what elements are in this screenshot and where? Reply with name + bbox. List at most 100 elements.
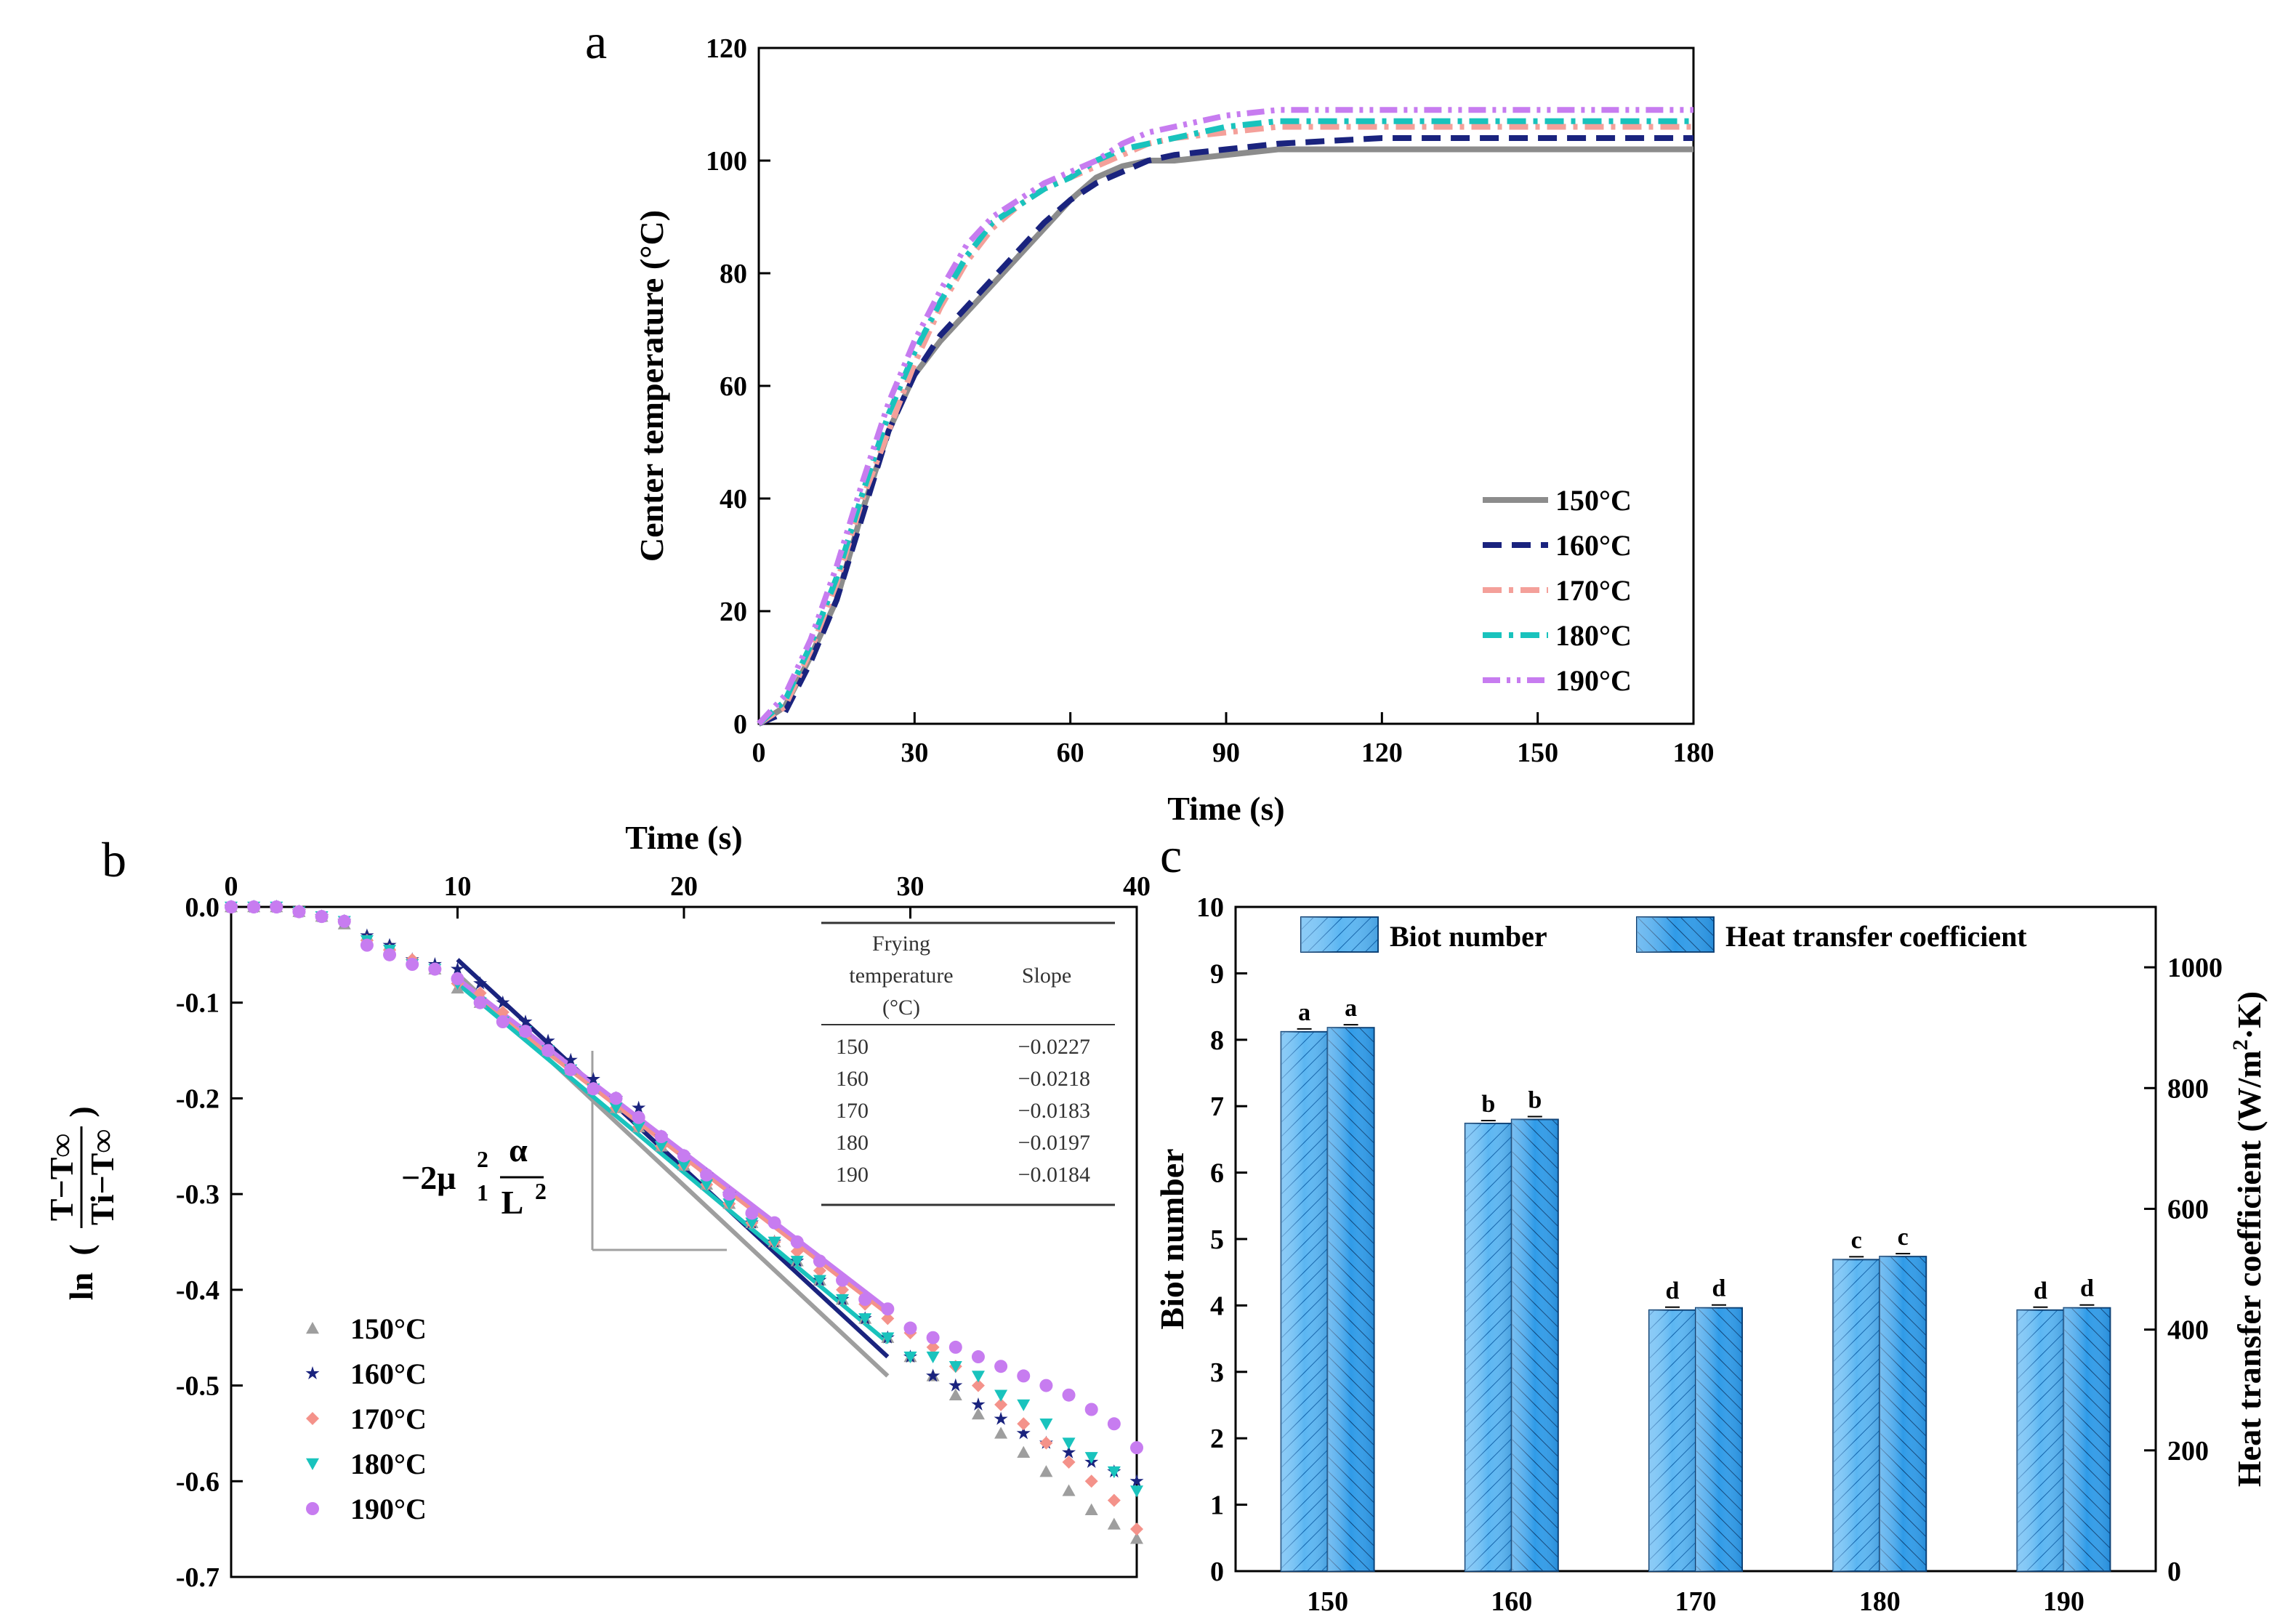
legend-marker-170°C — [306, 1412, 319, 1425]
point-160°C — [971, 1397, 986, 1411]
point-190°C — [722, 1187, 736, 1201]
bar-shade-Heat transfer coefficient — [1880, 1256, 1927, 1571]
point-150°C — [1039, 1465, 1053, 1477]
point-190°C — [473, 996, 487, 1009]
point-170°C — [1062, 1455, 1076, 1469]
point-190°C — [541, 1044, 555, 1057]
series-line-190°C — [757, 107, 1693, 726]
panel-c-ytick-right-label: 1000 — [2167, 953, 2223, 983]
panel-c-label: c — [1160, 828, 1182, 883]
panel-c-ytick-right-label: 0 — [2167, 1557, 2181, 1587]
panel-c-xtick-label: 170 — [1675, 1586, 1717, 1617]
panel-b-ytick-label: -0.1 — [176, 988, 219, 1019]
point-150°C — [1017, 1445, 1031, 1458]
point-190°C — [926, 1331, 940, 1344]
point-190°C — [451, 972, 464, 985]
point-190°C — [1039, 1379, 1053, 1392]
point-190°C — [700, 1168, 714, 1182]
point-160°C — [1129, 1474, 1144, 1488]
table-cell-slope: −0.0227 — [1018, 1035, 1090, 1059]
table-cell-temp: 150 — [836, 1035, 869, 1059]
panel-c-ytick-left-label: 9 — [1210, 959, 1224, 989]
significance-label-Biot number: d — [2034, 1278, 2047, 1304]
point-160°C — [451, 961, 464, 975]
point-190°C — [292, 905, 306, 919]
table-cell-temp: 180 — [836, 1131, 869, 1155]
bar-shade-Heat transfer coefficient — [1696, 1307, 1742, 1571]
point-170°C — [1039, 1436, 1053, 1450]
panel-a-label: a — [585, 14, 607, 69]
point-180°C — [654, 1141, 668, 1153]
bar-shade-Heat transfer coefficient — [2063, 1307, 2111, 1571]
table-cell-slope: −0.0183 — [1018, 1099, 1090, 1123]
point-190°C — [1084, 1403, 1098, 1416]
point-180°C — [632, 1121, 645, 1134]
panel-c-xtick-label: 150 — [1307, 1586, 1348, 1617]
panel-c-ylabel-right: Heat transfer coefficient (W/m2·K) — [2228, 991, 2268, 1487]
point-180°C — [813, 1275, 826, 1287]
point-190°C — [948, 1340, 962, 1354]
significance-label-Biot number: c — [1851, 1227, 1862, 1254]
panel-c-ytick-right-label: 600 — [2167, 1194, 2209, 1224]
panel-a-xtick-label: 90 — [1212, 738, 1240, 768]
legend-label-Heat transfer coefficient: Heat transfer coefficient — [1725, 920, 2027, 953]
legend-marker-160°C — [305, 1366, 320, 1380]
panel-c-ytick-left-label: 8 — [1210, 1025, 1224, 1056]
legend-label-180°C: 180°C — [1555, 619, 1632, 652]
bar-shade-Biot number — [1833, 1259, 1880, 1571]
point-170°C — [1107, 1493, 1121, 1507]
point-180°C — [677, 1160, 690, 1172]
point-180°C — [1017, 1399, 1031, 1411]
table-cell-slope: −0.0184 — [1018, 1163, 1090, 1187]
panel-a-xtick-label: 120 — [1361, 738, 1403, 768]
point-170°C — [971, 1379, 985, 1392]
point-190°C — [836, 1273, 850, 1287]
point-170°C — [1017, 1417, 1031, 1431]
legend-swatch-shade-Biot number — [1301, 917, 1378, 952]
point-190°C — [383, 948, 397, 961]
legend-label-170°C: 170°C — [1555, 574, 1632, 607]
slope-alpha: α — [509, 1131, 528, 1169]
point-190°C — [518, 1025, 532, 1038]
panel-b-ytick-label: -0.4 — [176, 1275, 219, 1306]
slope-mu-sup: 2 — [477, 1146, 488, 1172]
point-190°C — [1017, 1369, 1031, 1383]
table-header-line3: (°C) — [882, 996, 920, 1020]
point-180°C — [722, 1198, 736, 1211]
table-cell-slope: −0.0197 — [1018, 1131, 1090, 1155]
panel-b-ylabel-paren-open: ( — [63, 1244, 100, 1255]
panel-c-ytick-left-label: 6 — [1210, 1158, 1224, 1189]
point-190°C — [270, 900, 283, 913]
slope-annotation: −2μ 2 1 α L 2 — [401, 1051, 727, 1251]
point-180°C — [994, 1389, 1008, 1402]
panel-b-legend: 150°C 160°C 170°C 180°C 190°C — [305, 1312, 427, 1525]
legend-marker-180°C — [306, 1458, 319, 1470]
point-180°C — [700, 1179, 714, 1191]
panel-c-legend: Biot number Heat transfer coefficient — [1300, 916, 2027, 953]
panel-a-legend: 150°C 160°C 170°C 180°C 190°C — [1483, 484, 1632, 697]
significance-label-Heat transfer coefficient: d — [1712, 1275, 1726, 1302]
point-170°C — [994, 1397, 1008, 1411]
panel-b-ylabel-paren-close: ) — [63, 1106, 100, 1117]
panel-a-ytick-label: 120 — [706, 33, 747, 64]
series-line-160°C — [757, 135, 1693, 727]
point-180°C — [790, 1256, 804, 1268]
significance-label-Heat transfer coefficient: c — [1898, 1224, 1909, 1251]
panel-c-ytick-left-label: 4 — [1210, 1291, 1224, 1321]
panel-b-xtick-label: 40 — [1123, 871, 1151, 902]
point-180°C — [1130, 1485, 1143, 1498]
point-190°C — [564, 1062, 578, 1076]
point-150°C — [1084, 1503, 1098, 1515]
point-190°C — [768, 1216, 781, 1230]
point-180°C — [1107, 1466, 1121, 1479]
significance-label-Heat transfer coefficient: d — [2080, 1275, 2094, 1302]
point-170°C — [1130, 1522, 1143, 1536]
legend-marker-150°C — [306, 1322, 319, 1334]
legend-label-190°C: 190°C — [1555, 664, 1632, 697]
point-180°C — [971, 1371, 985, 1383]
slope-L-sup: 2 — [535, 1178, 547, 1204]
point-170°C — [473, 986, 487, 1000]
legend-label-170°C: 170°C — [350, 1403, 427, 1435]
panel-b-ylabel-ln: ln — [63, 1272, 100, 1300]
